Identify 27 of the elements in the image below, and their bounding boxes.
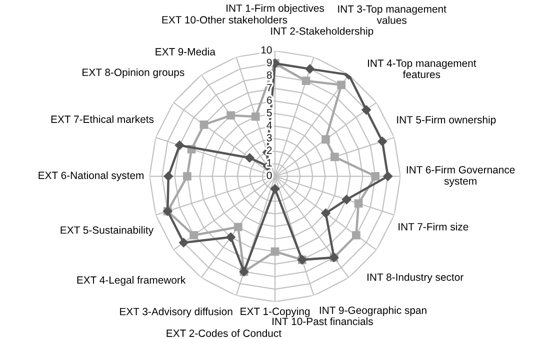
spoke-label: INT 4-Top management features [368,60,476,78]
y-tick-label: 8 [266,71,272,79]
spoke-label: INT 8-Industry sector [368,273,464,283]
spoke-label: INT 3-Top management values [338,5,446,24]
spoke-label: INT 2-Stakeholdership [271,27,374,37]
spoke-label: EXT 5-Sustainability [60,226,154,236]
spoke-label: EXT 9-Media [156,48,216,56]
spoke-label: INT 10-Past financials [272,317,373,326]
y-tick-label: 1 [267,159,272,166]
y-tick-label: 9 [266,58,272,66]
y-tick-label: 10 [261,46,272,54]
spoke-label: INT 5-Firm ownership [397,116,496,126]
spoke-label: EXT 4-Legal framework [77,276,186,286]
spoke-label: INT 1-Firm objectives [226,4,324,14]
spoke-label: EXT 7-Ethical markets [51,115,154,123]
spoke-label: EXT 6-National system [38,171,144,182]
spoke-label: EXT 3-Advisory diffusion [120,308,232,318]
y-tick-label: 7 [266,84,272,92]
y-tick-label: 5 [266,109,272,116]
spoke-label: EXT 2-Codes of Conduct [166,329,282,337]
spoke-label: INT 7-Firm size [398,222,468,230]
spoke-label: EXT 1-Copying [240,307,310,318]
y-tick-label: 0 [266,172,272,180]
spoke-label: EXT 10-Other stakeholders [162,16,288,24]
spoke-label: INT 9-Geographic span [320,306,426,316]
spoke-label: INT 6-Firm Governance system [406,166,515,187]
spoke-label: EXT 8-Opinion groups [82,68,184,78]
